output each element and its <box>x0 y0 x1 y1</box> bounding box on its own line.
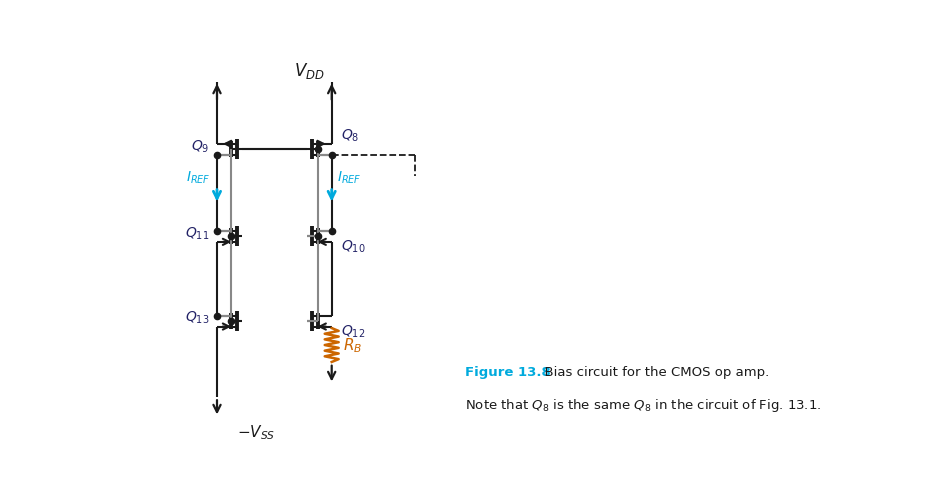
Text: $Q_9$: $Q_9$ <box>191 138 209 154</box>
Text: Figure 13.8: Figure 13.8 <box>465 366 551 379</box>
Text: $Q_{10}$: $Q_{10}$ <box>341 238 365 255</box>
Text: $V_{DD}$: $V_{DD}$ <box>294 61 325 81</box>
Text: $R_B$: $R_B$ <box>342 336 362 355</box>
Text: $Q_{12}$: $Q_{12}$ <box>341 323 365 339</box>
Text: $I_{REF}$: $I_{REF}$ <box>337 169 362 186</box>
Text: Bias circuit for the CMOS op amp.: Bias circuit for the CMOS op amp. <box>536 366 769 379</box>
Text: $-V_{SS}$: $-V_{SS}$ <box>236 423 275 441</box>
Text: $Q_{13}$: $Q_{13}$ <box>185 310 209 326</box>
Text: $I_{REF}$: $I_{REF}$ <box>186 169 211 186</box>
Text: Note that $Q_8$ is the same $Q_8$ in the circuit of Fig. 13.1.: Note that $Q_8$ is the same $Q_8$ in the… <box>465 396 821 413</box>
Text: $Q_8$: $Q_8$ <box>341 128 359 144</box>
Text: $Q_{11}$: $Q_{11}$ <box>185 225 209 241</box>
